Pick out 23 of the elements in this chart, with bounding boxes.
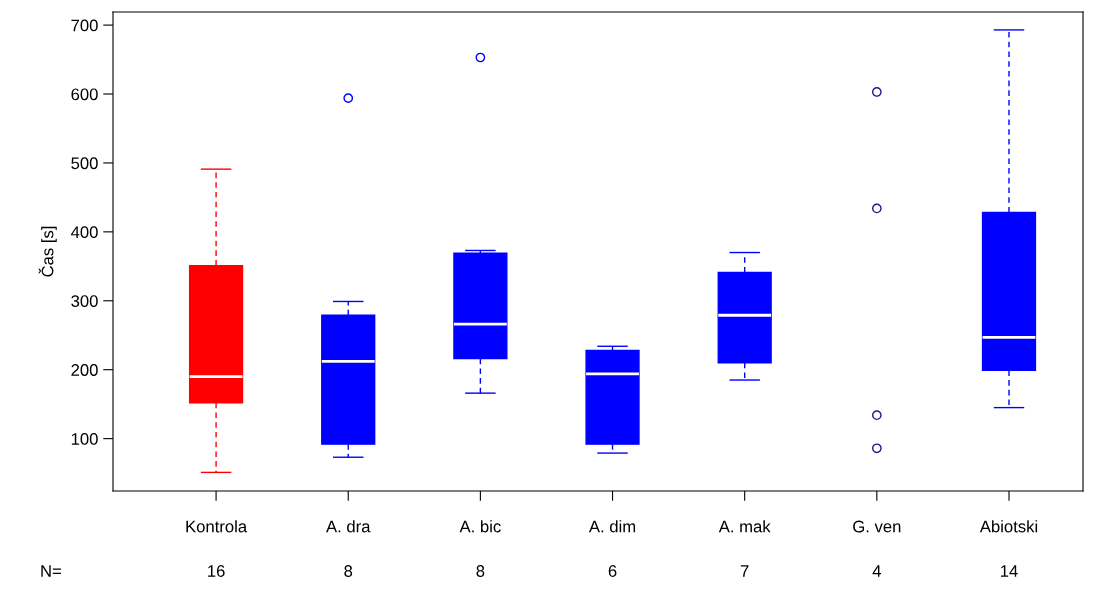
x-tick-label: A. bic [459,520,501,533]
text: 8 [476,565,485,577]
x-tick-label: G. ven [853,520,901,533]
text: 6 [608,565,617,577]
x-tick-label: Kontrola [186,520,248,533]
y-tick-label: 500 [71,157,98,170]
x-tick-label: Abiotski [979,520,1038,533]
x-tick-label: A. dim [588,520,636,533]
y-tick-label: 600 [71,88,98,101]
y-axis-title: Čas [s] [38,226,57,277]
x-tick-label: A. dra [326,520,371,533]
text: 16 [208,565,225,577]
text: 14 [1001,565,1018,577]
x-tick-label: A. mak [718,520,771,533]
text: 4 [872,565,881,577]
y-tick-label: 100 [71,433,98,445]
y-tick-label: 400 [70,226,98,239]
text: 8 [344,565,353,577]
y-tick-label: 700 [71,19,98,32]
y-tick-label: 300 [71,295,98,307]
text: N= [41,565,61,577]
y-tick-label: 200 [71,364,98,376]
text: 7 [740,565,749,577]
